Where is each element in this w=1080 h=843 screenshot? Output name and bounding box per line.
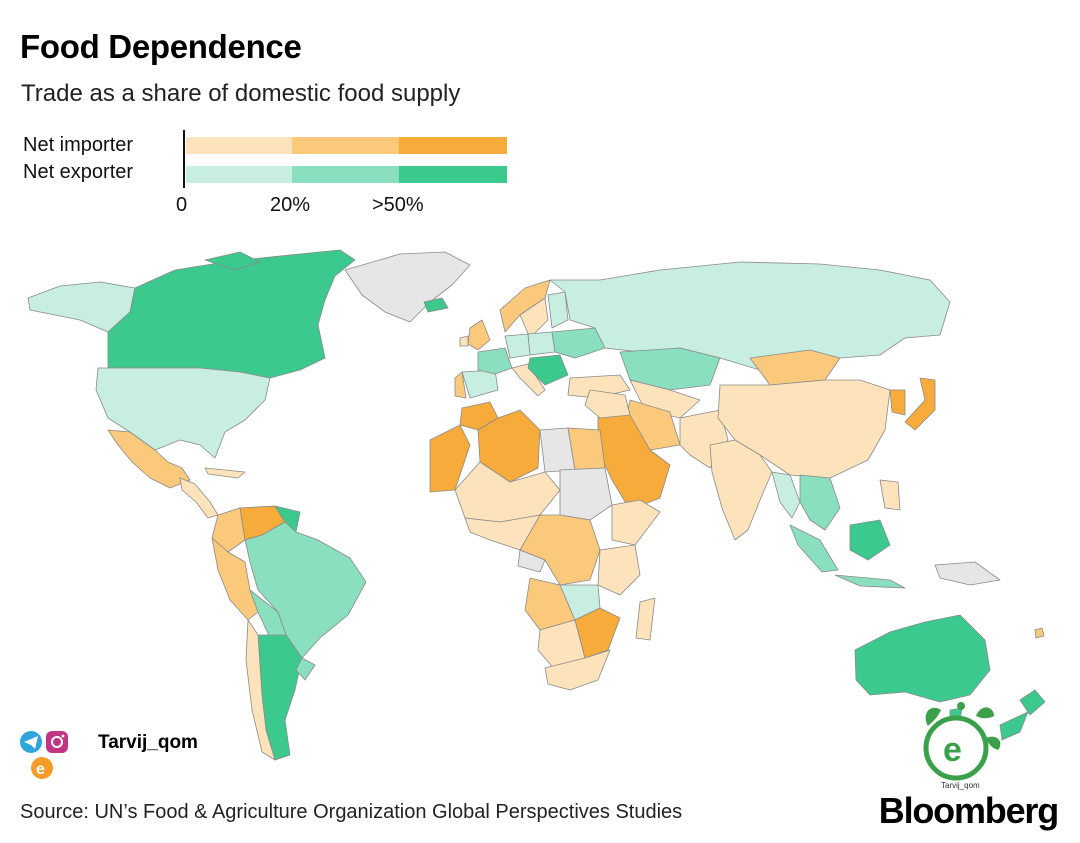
legend-swatch-exporter-mid [292,166,399,183]
region-colombia [211,507,246,553]
chart-subtitle: Trade as a share of domestic food supply [21,80,461,107]
svg-text:e: e [36,761,45,778]
region-gabon [517,549,546,573]
legend: Net importer Net exporter 0 20% >50% [0,128,560,228]
telegram-instagram-icon: e [20,731,68,779]
region-philippines [879,479,901,511]
region-greenland [344,251,471,323]
region-ireland [459,335,469,347]
logo-caption: Tarvij_qom [941,781,980,790]
region-madagascar [635,597,656,641]
legend-tick-20: 20% [270,194,311,216]
region-myanmar [771,471,801,519]
region-spain [461,369,499,399]
region-portugal [454,371,467,399]
region-new-zealand-south [999,711,1029,741]
region-iceland [423,297,449,313]
legend-label-exporter: Net exporter [23,161,134,183]
region-zimbabwe-mozambique [574,607,621,659]
region-iraq-syria [584,389,631,419]
region-arctic-islands [204,251,261,271]
region-finland [547,291,569,329]
region-japan [904,377,936,431]
region-ukraine [551,327,606,359]
region-italy [511,363,546,397]
legend-swatch-importer-high [399,137,507,154]
region-france [477,347,513,375]
region-western-sahara [429,424,471,493]
social-handle: Tarvij_qom [98,732,198,753]
legend-swatch-exporter-low [186,166,292,183]
region-mongolia [749,349,841,386]
region-uk [467,319,491,351]
region-brazil [244,521,367,659]
region-russia [549,261,951,371]
region-chile [245,619,276,761]
region-korea [889,389,906,416]
region-south-africa [544,649,611,691]
region-pacific-islands [1034,627,1045,639]
social-watermark: e Tarvij_qom [18,728,218,784]
tarvij-logo-icon: e Tarvij_qom [923,702,1001,790]
region-australia [854,614,991,703]
region-poland [527,331,556,356]
region-java [834,574,906,589]
region-cuba [204,467,246,479]
legend-tick-50: >50% [372,194,424,216]
source-note: Source: UN’s Food & Agriculture Organiza… [20,801,683,823]
region-india [709,439,773,541]
world-map [27,249,1046,761]
region-horn [611,499,661,546]
region-sweden [519,297,549,339]
chart-title: Food Dependence [20,28,302,65]
legend-tick-0: 0 [176,194,188,216]
legend-swatch-importer-low [186,137,292,154]
legend-swatch-importer-mid [292,137,399,154]
region-east-africa [597,544,641,596]
legend-label-importer: Net importer [23,134,134,156]
region-usa [95,367,271,459]
region-mexico [107,429,191,489]
region-new-guinea [934,561,1001,586]
region-sudan [559,467,613,521]
region-uruguay [295,657,316,681]
region-germany [504,333,531,359]
region-balkans [527,354,569,386]
region-new-zealand-north [1019,689,1046,716]
region-sumatra [789,524,839,573]
legend-swatch-exporter-high [399,166,507,183]
region-central-america [179,477,219,519]
legend-axis [183,130,185,188]
brand-logo: Bloomberg [878,790,1059,831]
region-borneo [849,519,891,561]
svg-text:e: e [943,731,962,769]
region-thailand-vietnam [799,474,841,531]
region-egypt [567,427,606,471]
